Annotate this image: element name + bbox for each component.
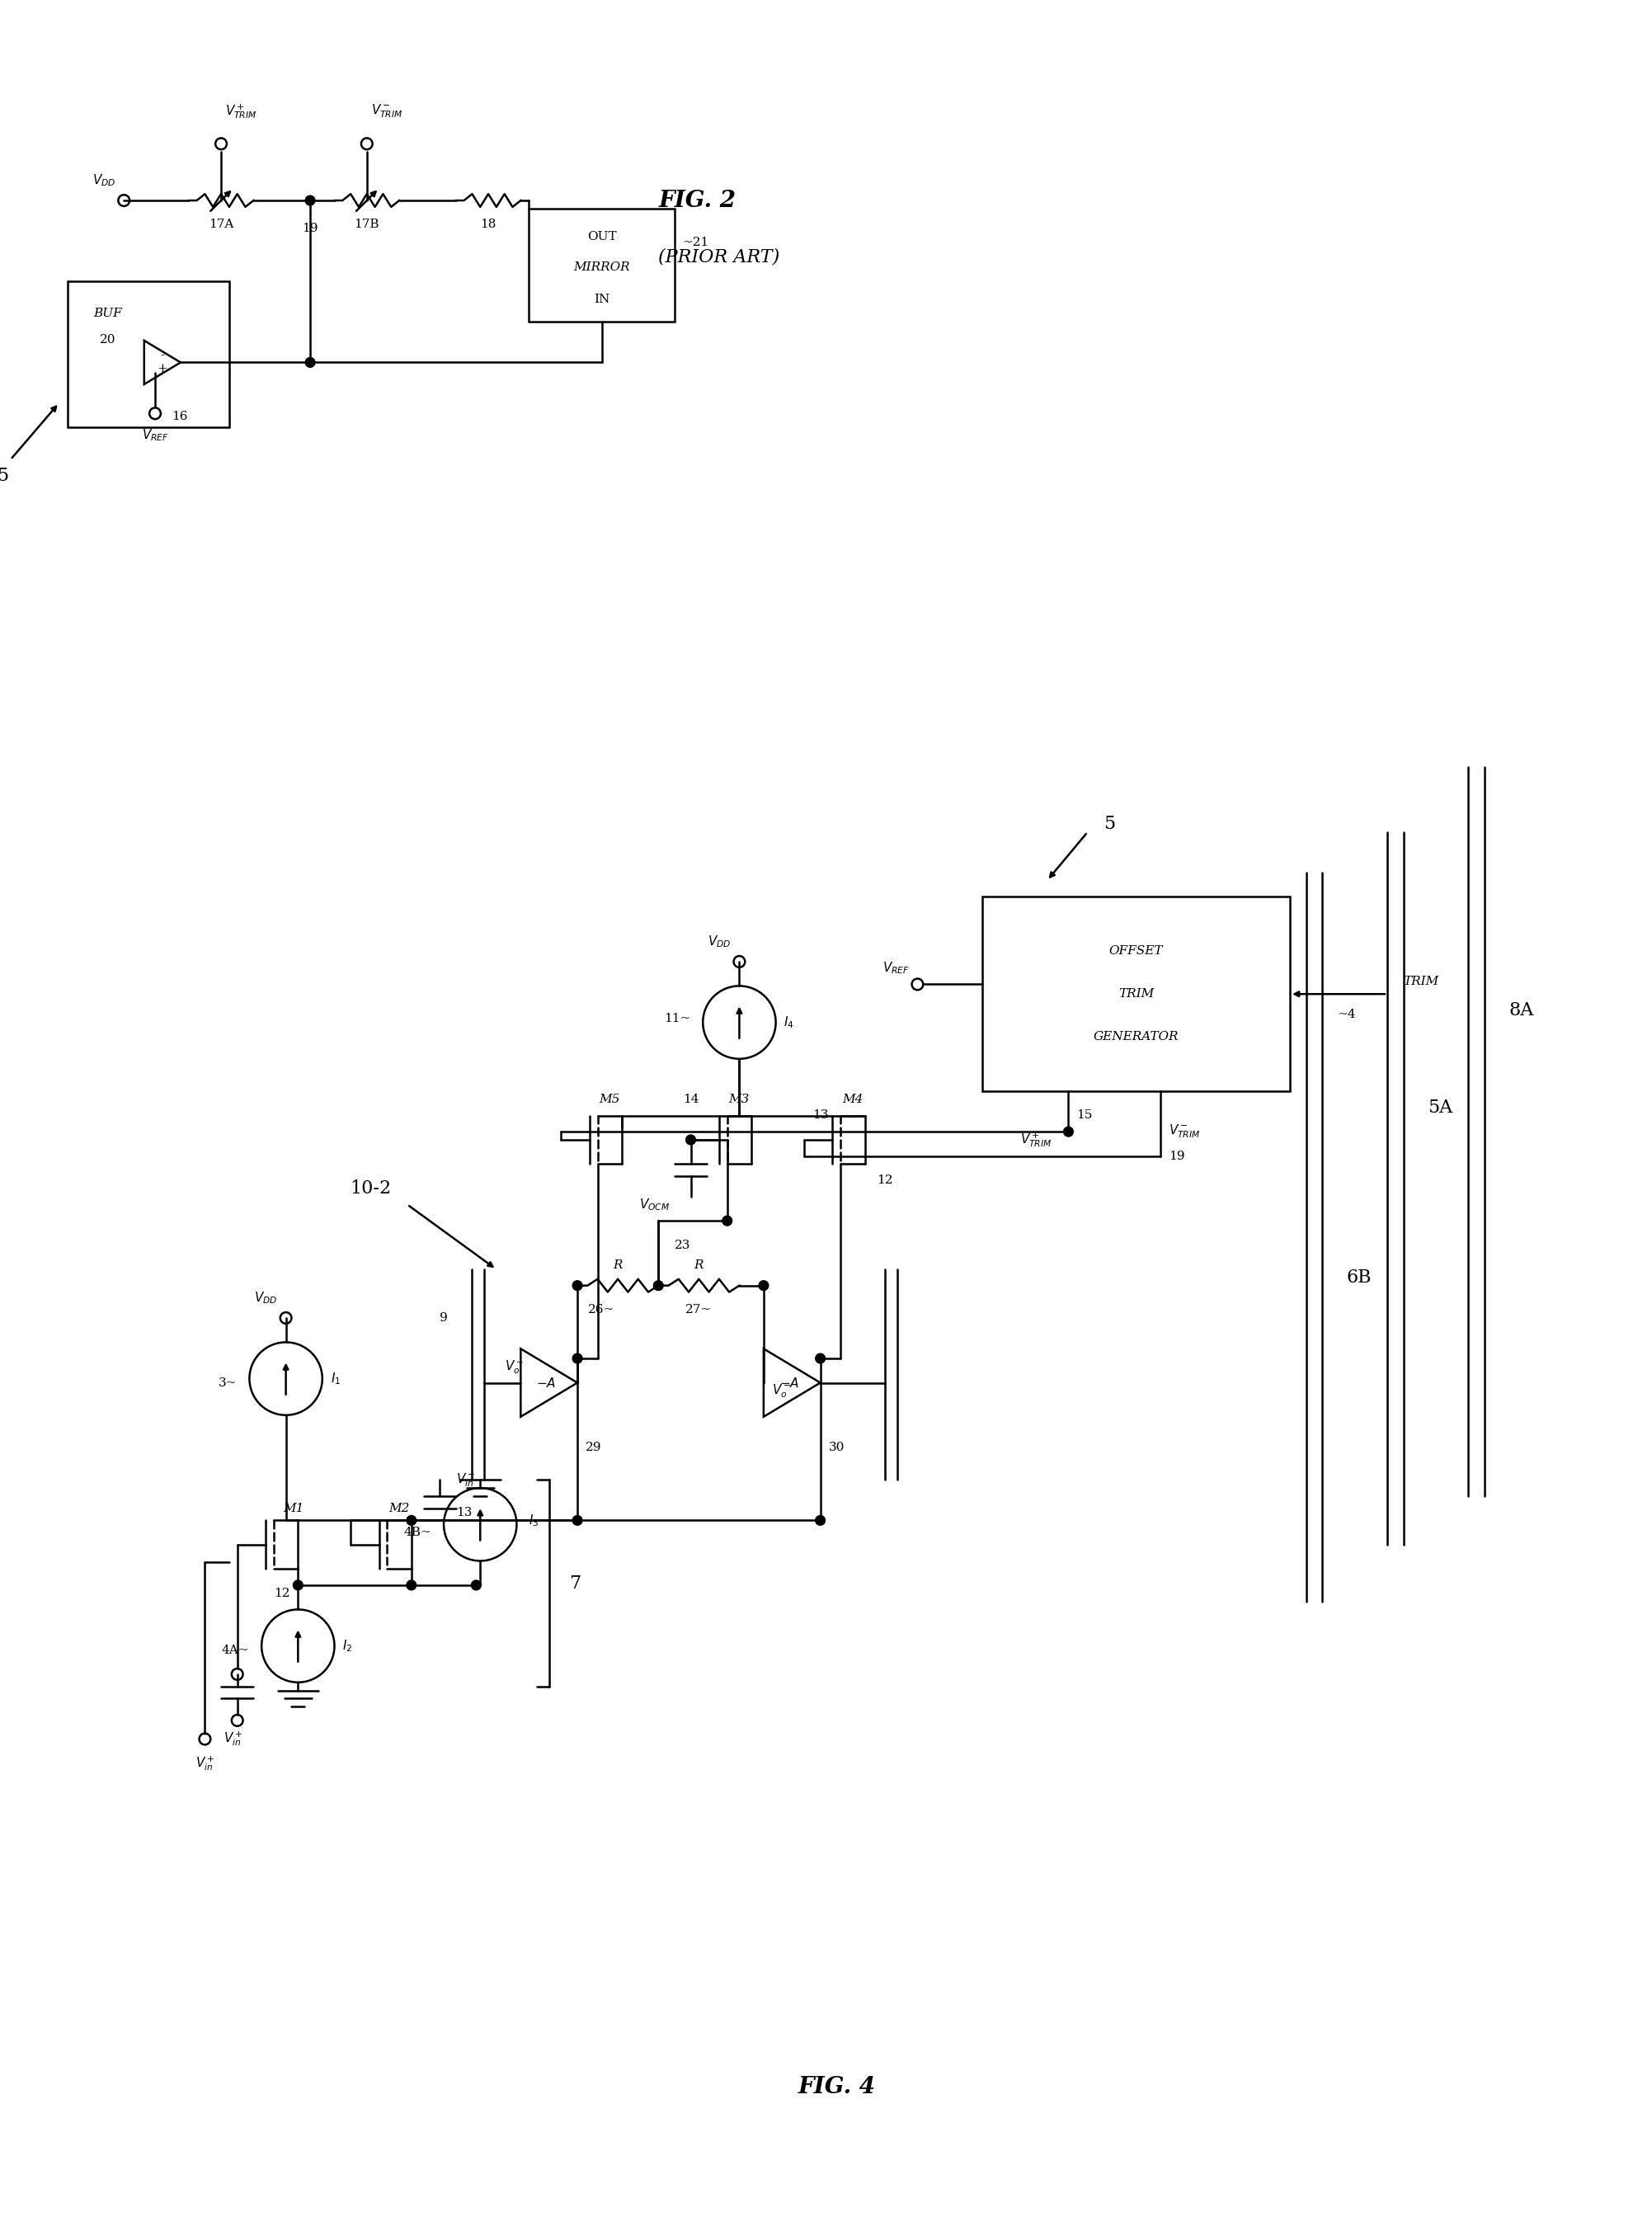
Text: 3~: 3~ [218,1377,238,1388]
Circle shape [306,196,316,205]
Text: R: R [613,1261,623,1272]
Text: $I_4$: $I_4$ [783,1015,795,1031]
Text: IN: IN [593,294,610,306]
Text: 16: 16 [172,411,187,422]
Text: 26~: 26~ [588,1305,615,1316]
Bar [68,281,230,426]
Bar [983,897,1290,1091]
Text: 23: 23 [674,1238,691,1252]
Text: $V_{REF}$: $V_{REF}$ [882,959,909,975]
Text: MIRROR: MIRROR [573,261,629,272]
Circle shape [573,1515,582,1526]
Circle shape [1064,1127,1074,1136]
Circle shape [471,1580,481,1591]
Circle shape [722,1216,732,1225]
Text: ~21: ~21 [682,236,709,248]
Circle shape [758,1281,768,1290]
Text: $V_{DD}$: $V_{DD}$ [707,935,732,948]
Text: 4A~: 4A~ [221,1644,249,1655]
Text: 10-2: 10-2 [350,1180,392,1198]
Text: $I_1$: $I_1$ [330,1372,340,1385]
Text: $V_o^-$: $V_o^-$ [771,1383,791,1399]
Text: M5: M5 [600,1093,620,1104]
Text: $V_{in}^+$: $V_{in}^+$ [223,1729,243,1749]
Text: $V_{in}^-$: $V_{in}^-$ [456,1472,476,1488]
Text: 9: 9 [439,1312,448,1323]
Text: $V_{TRIM}^-$: $V_{TRIM}^-$ [372,103,403,120]
Text: $V_{OCM}$: $V_{OCM}$ [639,1196,669,1211]
Text: 27~: 27~ [686,1305,712,1316]
Circle shape [292,1580,302,1591]
Text: ~4: ~4 [1338,1008,1356,1020]
Text: OFFSET: OFFSET [1108,946,1163,957]
Text: 11~: 11~ [664,1013,691,1024]
Circle shape [306,357,316,368]
Text: $V_{in}^+$: $V_{in}^+$ [195,1754,215,1771]
Circle shape [573,1354,582,1363]
Text: 17B: 17B [354,219,380,230]
Text: $V_{DD}$: $V_{DD}$ [93,172,116,187]
Text: GENERATOR: GENERATOR [1094,1031,1180,1042]
Text: M4: M4 [843,1093,862,1104]
Text: 8A: 8A [1508,1002,1533,1020]
Text: M1: M1 [284,1501,304,1515]
Text: 15: 15 [1077,1109,1092,1122]
Text: TRIM: TRIM [1403,977,1439,988]
Text: 4B~: 4B~ [403,1526,431,1539]
Text: M3: M3 [729,1093,750,1104]
Circle shape [406,1580,416,1591]
Text: 5: 5 [1104,814,1115,832]
Text: OUT: OUT [586,232,616,243]
Text: TRIM: TRIM [1118,988,1155,999]
Text: $V_{TRIM}^+$: $V_{TRIM}^+$ [225,103,256,120]
Text: $-A$: $-A$ [537,1377,557,1390]
Text: $V_{TRIM}^+$: $V_{TRIM}^+$ [1021,1131,1052,1149]
Circle shape [406,1515,416,1526]
Text: 17A: 17A [208,219,233,230]
Text: $I_3$: $I_3$ [529,1513,539,1528]
Text: FIG. 4: FIG. 4 [798,2077,876,2099]
Circle shape [686,1136,695,1145]
Text: 20: 20 [99,335,116,346]
Text: -: - [160,350,165,361]
Circle shape [654,1281,662,1290]
Text: M2: M2 [388,1501,410,1515]
Bar [529,207,674,321]
Text: $-A$: $-A$ [780,1377,800,1390]
Text: FIG. 2: FIG. 2 [659,190,735,212]
Text: +: + [157,364,167,375]
Text: $V_o^+$: $V_o^+$ [504,1356,524,1377]
Text: 13: 13 [456,1506,472,1517]
Text: 7: 7 [570,1575,582,1593]
Text: $V_{DD}$: $V_{DD}$ [254,1290,278,1305]
Text: 12: 12 [274,1588,289,1600]
Text: 5A: 5A [1427,1098,1452,1116]
Circle shape [816,1354,824,1363]
Text: 5: 5 [0,466,8,484]
Text: 29: 29 [585,1441,601,1452]
Circle shape [816,1515,824,1526]
Text: $V_{TRIM}^-$: $V_{TRIM}^-$ [1170,1122,1201,1140]
Text: R: R [694,1261,704,1272]
Text: 14: 14 [682,1093,699,1104]
Text: 19: 19 [302,223,319,234]
Text: 19: 19 [1170,1151,1184,1162]
Text: 18: 18 [481,219,496,230]
Text: 12: 12 [877,1174,894,1187]
Circle shape [573,1281,582,1290]
Text: $I_2$: $I_2$ [342,1638,352,1653]
Text: 30: 30 [828,1441,844,1452]
Text: 6B: 6B [1346,1269,1371,1287]
Text: BUF: BUF [94,308,122,319]
Text: 13: 13 [813,1109,828,1122]
Text: (PRIOR ART): (PRIOR ART) [659,248,780,265]
Text: $V_{REF}$: $V_{REF}$ [142,428,169,444]
